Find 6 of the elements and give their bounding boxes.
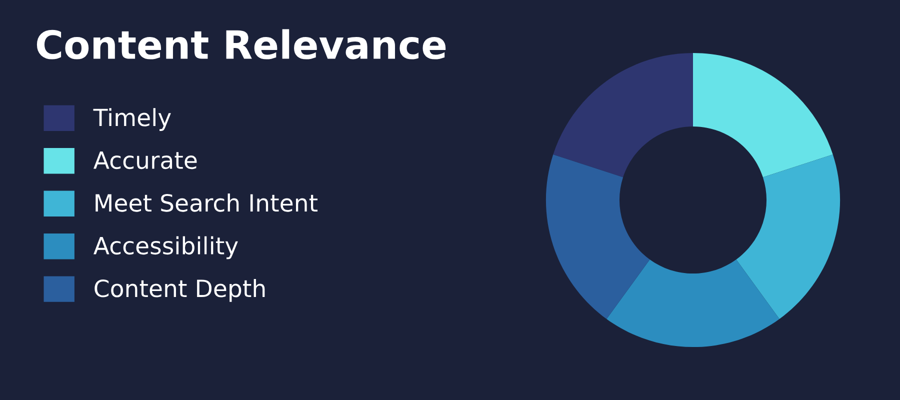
legend-label: Content Depth: [94, 279, 265, 302]
legend-label: Accurate: [94, 152, 197, 170]
legend-label: Meet Search Intent: [96, 194, 318, 212]
legend-label: Accessibility: [94, 236, 238, 260]
legend-label: Timely: [93, 108, 171, 131]
chart-title: Content Relevance: [36, 29, 446, 60]
